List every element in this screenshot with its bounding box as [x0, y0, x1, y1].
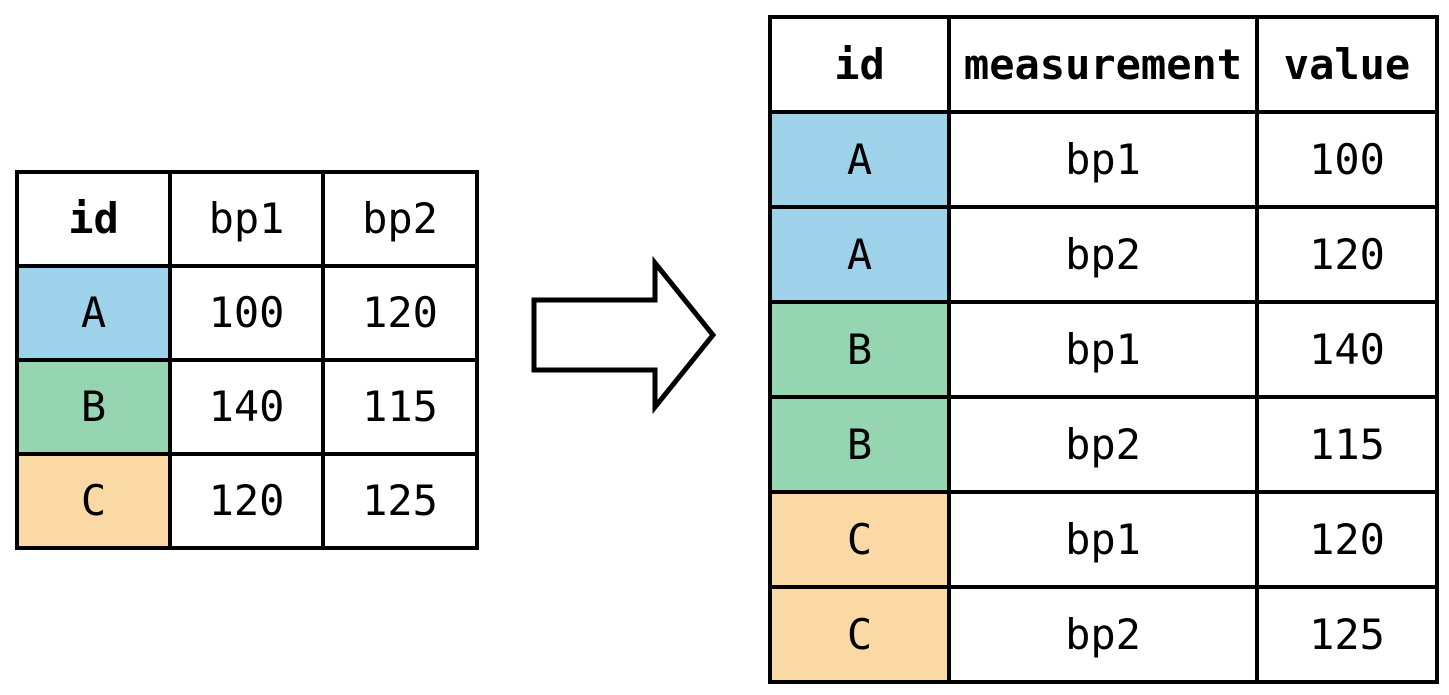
long-cell-id: A: [768, 205, 951, 304]
table-row: A 100 120: [15, 264, 479, 362]
long-header-id: id: [768, 15, 951, 114]
table-row: B 140 115: [15, 358, 479, 456]
long-cell-measurement: bp1: [947, 490, 1259, 589]
wide-cell-id-b: B: [15, 358, 172, 456]
right-block-arrow-icon: [531, 255, 717, 415]
wide-cell-a-bp1: 100: [168, 264, 325, 362]
wide-header-bp2: bp2: [321, 170, 479, 268]
wide-cell-c-bp2: 125: [321, 452, 479, 550]
long-cell-value: 140: [1255, 300, 1439, 399]
table-row: B bp1 140: [768, 300, 1439, 399]
long-cell-value: 115: [1255, 395, 1439, 494]
transform-arrow: [531, 255, 717, 415]
table-row: C bp2 125: [768, 585, 1439, 684]
long-table-header-row: id measurement value: [768, 15, 1439, 114]
wide-table-header-row: id bp1 bp2: [15, 170, 479, 268]
table-row: A bp1 100: [768, 110, 1439, 209]
wide-cell-a-bp2: 120: [321, 264, 479, 362]
long-cell-measurement: bp2: [947, 395, 1259, 494]
long-cell-measurement: bp2: [947, 205, 1259, 304]
long-header-measurement: measurement: [947, 15, 1259, 114]
table-row: A bp2 120: [768, 205, 1439, 304]
long-cell-id: C: [768, 585, 951, 684]
long-cell-measurement: bp2: [947, 585, 1259, 684]
long-table: id measurement value A bp1 100 A bp2 120…: [768, 15, 1439, 684]
wide-cell-b-bp2: 115: [321, 358, 479, 456]
table-row: C 120 125: [15, 452, 479, 550]
long-header-value: value: [1255, 15, 1439, 114]
wide-cell-c-bp1: 120: [168, 452, 325, 550]
wide-cell-id-a: A: [15, 264, 172, 362]
long-cell-id: A: [768, 110, 951, 209]
wide-cell-b-bp1: 140: [168, 358, 325, 456]
long-cell-value: 120: [1255, 490, 1439, 589]
long-cell-measurement: bp1: [947, 110, 1259, 209]
long-cell-id: B: [768, 300, 951, 399]
long-cell-measurement: bp1: [947, 300, 1259, 399]
long-cell-value: 125: [1255, 585, 1439, 684]
wide-cell-id-c: C: [15, 452, 172, 550]
long-cell-id: B: [768, 395, 951, 494]
table-row: B bp2 115: [768, 395, 1439, 494]
table-row: C bp1 120: [768, 490, 1439, 589]
long-cell-id: C: [768, 490, 951, 589]
long-cell-value: 120: [1255, 205, 1439, 304]
wide-table: id bp1 bp2 A 100 120 B 140 115 C 120 125: [15, 170, 479, 550]
wide-header-bp1: bp1: [168, 170, 325, 268]
wide-header-id: id: [15, 170, 172, 268]
long-cell-value: 100: [1255, 110, 1439, 209]
